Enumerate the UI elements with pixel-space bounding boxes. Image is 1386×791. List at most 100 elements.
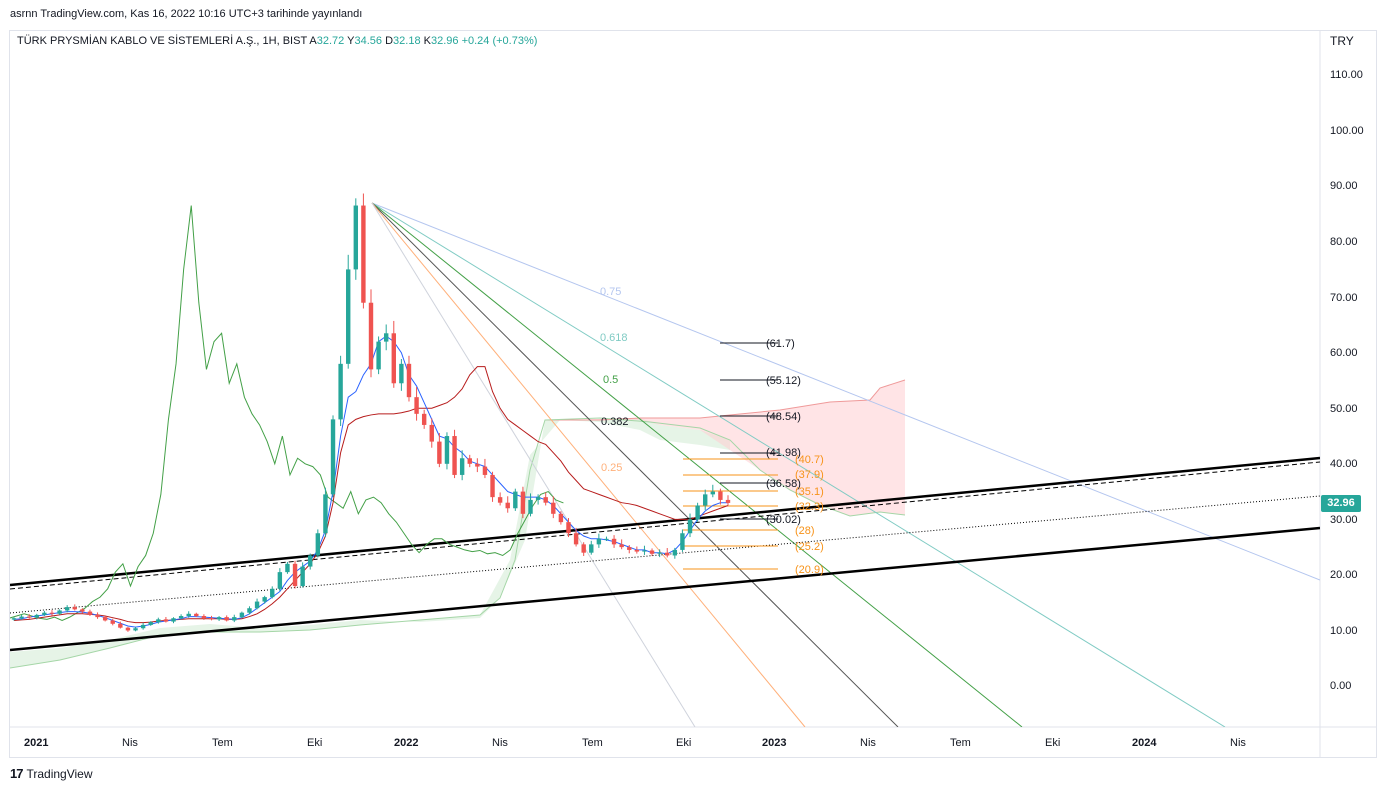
candle-body[interactable]	[285, 563, 290, 573]
candle-body[interactable]	[596, 538, 602, 545]
candle-body[interactable]	[513, 491, 518, 509]
candle-body[interactable]	[581, 544, 586, 553]
candle-body[interactable]	[657, 552, 662, 554]
candle-body[interactable]	[490, 474, 495, 498]
candle-body[interactable]	[72, 607, 77, 610]
candle-body[interactable]	[543, 497, 548, 503]
candle-body[interactable]	[247, 608, 252, 613]
channel-lower-line[interactable]	[10, 526, 1320, 652]
candle-body[interactable]	[330, 419, 336, 495]
fib-fan[interactable]: 0.75 0.618 0.5 0.382 0.25	[371, 202, 1320, 727]
candle-body[interactable]	[216, 617, 222, 620]
candle-body[interactable]	[201, 616, 207, 619]
candle-body[interactable]	[444, 436, 450, 464]
candle-body[interactable]	[475, 463, 480, 467]
candle-body[interactable]	[459, 458, 465, 475]
candle-body[interactable]	[49, 612, 55, 614]
candle-body[interactable]	[209, 618, 214, 620]
candle-body[interactable]	[680, 533, 685, 550]
candle-body[interactable]	[482, 466, 488, 475]
candle-body[interactable]	[566, 522, 571, 534]
candle-body[interactable]	[156, 619, 161, 623]
candle-body[interactable]	[148, 622, 153, 625]
fib-fan-line-0[interactable]	[371, 202, 696, 727]
candle-body[interactable]	[194, 613, 199, 617]
candle-body[interactable]	[270, 588, 275, 598]
fib-fan-line-0.75[interactable]	[371, 202, 1320, 581]
candle-body[interactable]	[64, 607, 70, 611]
candle-body[interactable]	[528, 499, 533, 514]
candle-body[interactable]	[604, 538, 609, 540]
candle-body[interactable]	[57, 610, 62, 614]
candlestick-series[interactable]	[11, 193, 731, 632]
candle-body[interactable]	[133, 628, 138, 631]
candle-body[interactable]	[292, 563, 298, 587]
candle-body[interactable]	[118, 623, 123, 628]
price-axis[interactable]: 110.00 100.00 90.00 80.00 70.00 60.00 50…	[1330, 69, 1364, 692]
candle-body[interactable]	[19, 616, 24, 619]
candle-body[interactable]	[414, 397, 419, 414]
candle-body[interactable]	[429, 424, 434, 442]
candle-body[interactable]	[725, 499, 731, 503]
candle-body[interactable]	[589, 544, 594, 553]
candle-body[interactable]	[703, 494, 708, 506]
candle-body[interactable]	[239, 612, 245, 618]
symbol-legend[interactable]: TÜRK PRYSMİAN KABLO VE SİSTEMLERİ A.Ş., …	[17, 35, 537, 47]
candle-body[interactable]	[376, 341, 381, 370]
candle-body[interactable]	[649, 550, 655, 554]
candle-body[interactable]	[315, 533, 321, 556]
candle-body[interactable]	[254, 601, 260, 609]
candle-body[interactable]	[672, 549, 678, 556]
candle-body[interactable]	[34, 614, 39, 618]
candle-body[interactable]	[338, 363, 343, 420]
candle-body[interactable]	[125, 627, 131, 631]
candle-body[interactable]	[346, 269, 351, 364]
candle-body[interactable]	[110, 620, 115, 624]
candle-body[interactable]	[551, 502, 556, 514]
fib-fan-line-0.618[interactable]	[371, 202, 1226, 727]
candle-body[interactable]	[323, 494, 328, 534]
candle-body[interactable]	[710, 491, 716, 495]
candle-body[interactable]	[232, 617, 237, 621]
candle-body[interactable]	[505, 502, 510, 509]
candle-body[interactable]	[140, 624, 146, 629]
candle-body[interactable]	[627, 547, 632, 550]
channel-upper-line[interactable]	[10, 456, 1320, 587]
candle-body[interactable]	[353, 205, 359, 270]
candle-body[interactable]	[361, 205, 366, 303]
candle-body[interactable]	[102, 617, 108, 621]
orange-levels[interactable]	[683, 458, 778, 570]
candle-body[interactable]	[665, 552, 670, 556]
candle-body[interactable]	[573, 533, 579, 545]
candle-body[interactable]	[611, 538, 617, 545]
channel-dashed-line[interactable]	[10, 461, 1320, 590]
candle-body[interactable]	[224, 617, 229, 621]
candle-body[interactable]	[535, 497, 541, 500]
candle-body[interactable]	[634, 549, 640, 552]
fib-fan-line-0.382[interactable]	[371, 202, 899, 727]
candle-body[interactable]	[520, 491, 526, 514]
candle-body[interactable]	[186, 613, 191, 617]
fib-fan-line-0.5[interactable]	[371, 202, 1023, 727]
candle-body[interactable]	[558, 513, 564, 523]
candle-body[interactable]	[695, 505, 700, 520]
candle-body[interactable]	[80, 609, 85, 612]
chart-pane[interactable]	[9, 30, 1377, 758]
candle-body[interactable]	[262, 597, 267, 602]
candle-body[interactable]	[300, 566, 305, 587]
candle-body[interactable]	[642, 550, 647, 552]
candle-body[interactable]	[163, 619, 169, 622]
candle-body[interactable]	[421, 413, 427, 425]
candle-body[interactable]	[406, 363, 412, 398]
time-axis[interactable]: 2021 Nis Tem Eki 2022 Nis Tem Eki 2023 N…	[24, 737, 1246, 749]
candle-body[interactable]	[42, 612, 47, 615]
candle-body[interactable]	[308, 555, 313, 567]
candle-body[interactable]	[87, 611, 93, 615]
candle-body[interactable]	[497, 497, 503, 503]
candle-body[interactable]	[178, 616, 184, 619]
candle-body[interactable]	[391, 333, 396, 384]
candle-body[interactable]	[11, 618, 17, 620]
candle-body[interactable]	[277, 572, 283, 589]
candle-body[interactable]	[383, 333, 389, 342]
